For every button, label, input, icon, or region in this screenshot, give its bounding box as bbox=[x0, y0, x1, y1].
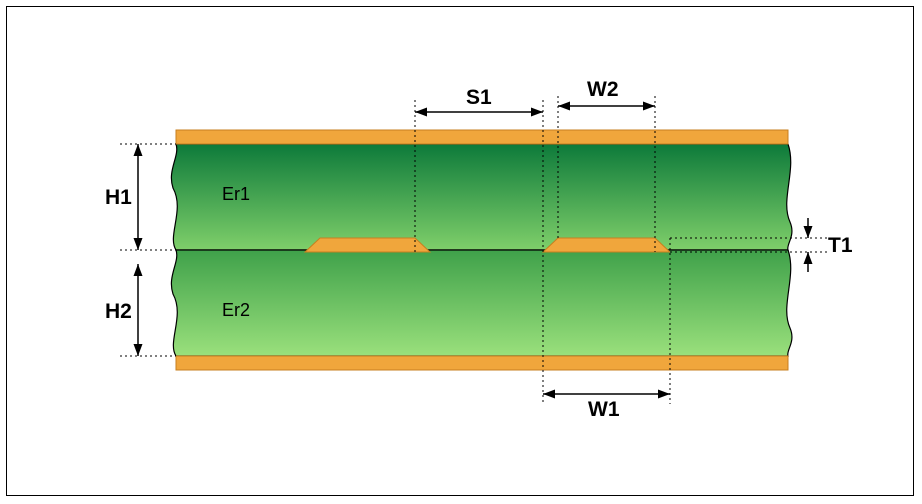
label-h1: H1 bbox=[105, 186, 132, 209]
dielectric-layer-1 bbox=[171, 144, 792, 250]
label-w2: W2 bbox=[587, 78, 619, 101]
pcb-cross-section-diagram: H1 H2 Er1 Er2 S1 W2 W1 T1 bbox=[0, 0, 922, 504]
label-h2: H2 bbox=[105, 300, 132, 323]
label-er1: Er1 bbox=[222, 184, 250, 204]
dielectric-layer-2 bbox=[171, 250, 792, 356]
trace-1 bbox=[305, 238, 430, 252]
label-s1: S1 bbox=[466, 86, 492, 109]
bottom-copper-plane bbox=[176, 356, 788, 370]
label-w1: W1 bbox=[588, 398, 620, 421]
label-er2: Er2 bbox=[222, 300, 250, 320]
trace-2 bbox=[543, 238, 670, 252]
top-copper-plane bbox=[176, 130, 788, 144]
label-t1: T1 bbox=[828, 234, 853, 257]
